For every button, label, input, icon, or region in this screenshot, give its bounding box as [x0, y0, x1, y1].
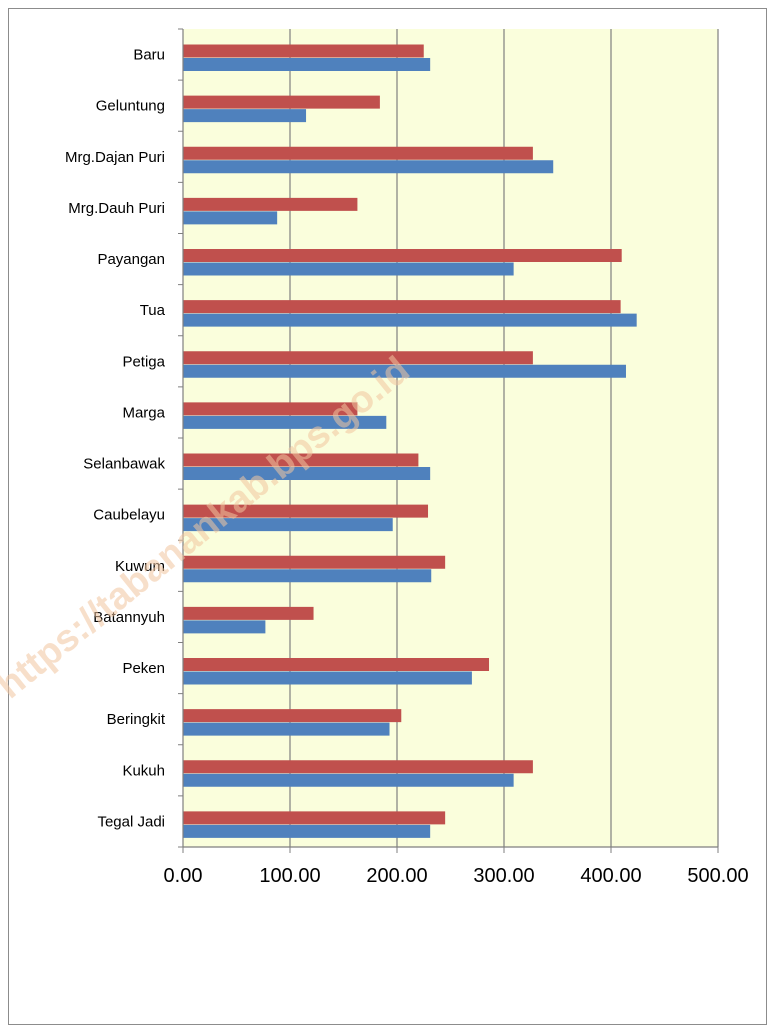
bar-series1-5 [183, 300, 621, 314]
bar-series2-1 [183, 109, 307, 123]
bar-series1-9 [183, 504, 429, 518]
bar-series2-13 [183, 722, 390, 736]
bar-series2-2 [183, 160, 554, 174]
x-tick-label: 500.00 [687, 865, 748, 887]
bar-series2-4 [183, 262, 514, 276]
category-label: Mrg.Dauh Puri [68, 200, 165, 217]
bar-series2-5 [183, 313, 637, 327]
bar-series1-15 [183, 811, 446, 825]
bar-series2-14 [183, 773, 514, 787]
bar-series1-6 [183, 351, 533, 365]
bar-series1-1 [183, 95, 380, 109]
x-tick-label: 400.00 [580, 865, 641, 887]
category-label: Peken [122, 660, 165, 677]
category-label: Tua [140, 302, 166, 319]
bar-series1-3 [183, 197, 358, 211]
bar-series1-13 [183, 709, 402, 723]
bar-series2-10 [183, 569, 432, 583]
bar-series2-0 [183, 58, 431, 71]
category-label: Payangan [97, 251, 165, 268]
category-label: Mrg.Dajan Puri [65, 149, 165, 166]
x-tick-label: 0.00 [164, 865, 203, 887]
bar-series2-12 [183, 671, 472, 685]
category-label: Kuwum [115, 558, 165, 575]
bar-series1-2 [183, 146, 533, 160]
bar-series1-10 [183, 555, 446, 569]
category-label: Baru [133, 47, 165, 64]
category-label: Geluntung [96, 98, 165, 115]
bar-series1-14 [183, 760, 533, 774]
x-tick-label: 300.00 [473, 865, 534, 887]
bar-series1-12 [183, 658, 490, 671]
bar-series2-6 [183, 364, 626, 378]
bar-series2-7 [183, 415, 387, 429]
bar-series1-8 [183, 453, 419, 467]
bar-series2-8 [183, 467, 431, 480]
category-label: Caubelayu [93, 507, 165, 524]
category-label: Beringkit [107, 711, 166, 728]
bar-series1-4 [183, 249, 622, 262]
category-label: Tegal Jadi [97, 813, 165, 830]
bar-series2-9 [183, 518, 393, 532]
bar-series1-11 [183, 606, 314, 620]
bar-series2-15 [183, 824, 431, 838]
bar-series1-0 [183, 44, 424, 58]
category-label: Kukuh [122, 762, 165, 779]
category-label: Petiga [122, 353, 165, 370]
x-tick-label: 100.00 [259, 865, 320, 887]
category-label: Marga [122, 404, 165, 421]
bar-series2-3 [183, 211, 278, 225]
bar-series2-11 [183, 620, 266, 634]
bar-series1-7 [183, 402, 358, 416]
category-label: Batannyuh [93, 609, 165, 626]
category-label: Selanbawak [83, 456, 165, 473]
x-tick-label: 200.00 [366, 865, 427, 887]
